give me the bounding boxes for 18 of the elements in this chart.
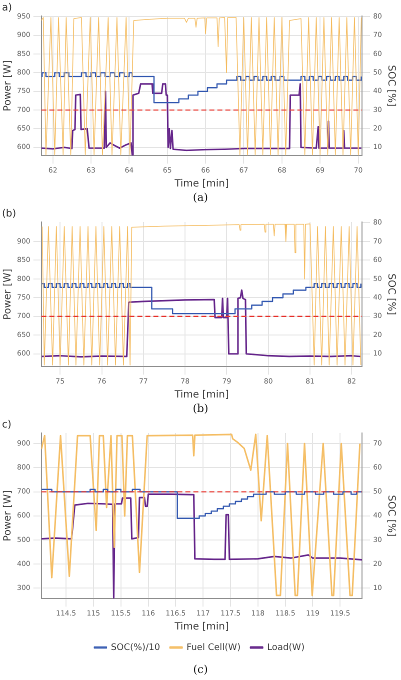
x-axis-title: Time [min] <box>174 178 229 190</box>
text: (b) <box>192 401 210 417</box>
y2-axis-title: SOC [%] <box>385 273 396 316</box>
y2-axis-title: SOC [%] <box>385 494 396 537</box>
legend-label: SOC(%)/10 <box>110 642 160 653</box>
x-axis-title: Time [min] <box>174 622 229 633</box>
text: (c) <box>192 662 209 678</box>
y-axis-title: Power [W] <box>2 490 14 542</box>
chart-title: (b) <box>2 208 16 220</box>
legend-label: Fuel Cell(W) <box>186 642 241 653</box>
y-axis-title: Power [W] <box>2 60 14 112</box>
chart-title: c) <box>2 420 12 431</box>
chart-title: a) <box>2 2 12 14</box>
y-axis-title: Power [W] <box>2 268 14 320</box>
y2-axis-title: SOC [%] <box>385 64 396 107</box>
legend-label: Load(W) <box>267 642 305 653</box>
x-axis-title: Time [min] <box>174 390 229 401</box>
text: (a) <box>192 190 210 206</box>
